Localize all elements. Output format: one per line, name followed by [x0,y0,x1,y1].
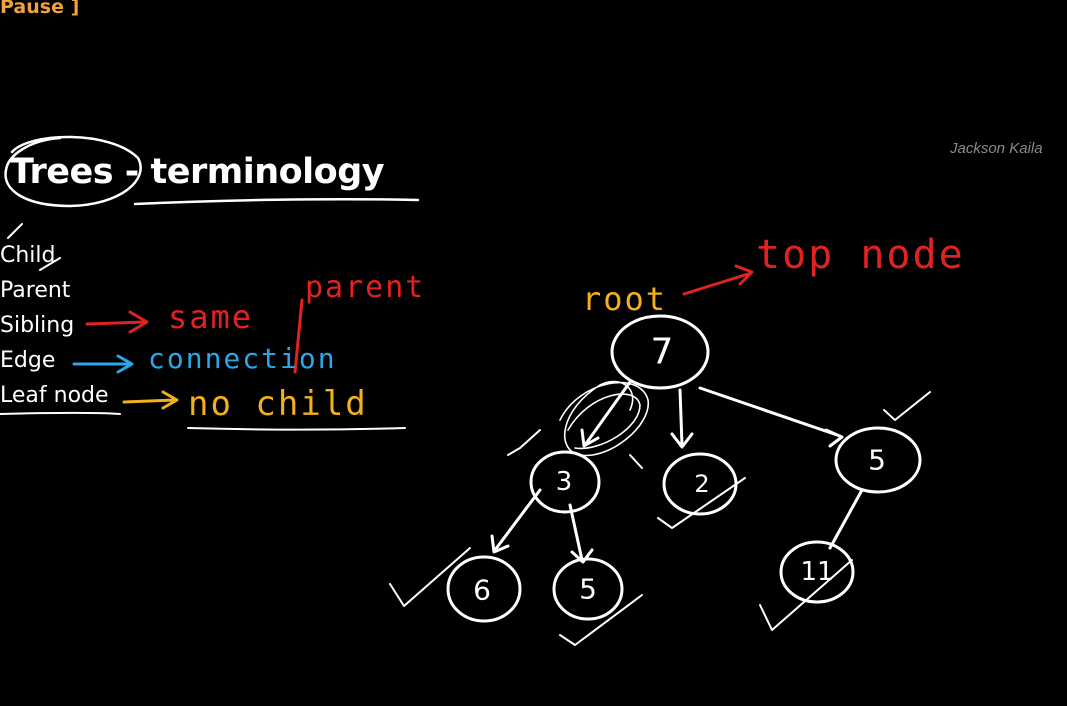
node-5b: 5 [579,572,597,606]
term-child: Child [0,243,56,268]
author-watermark: Jackson Kaila [950,140,1043,157]
no-child-underline [187,427,406,431]
edge-7-3 [580,380,632,448]
same-annotation: same [168,298,254,336]
node-5a: 5 [868,443,886,477]
term-sibling: Sibling [0,313,75,338]
tick-node-5a [883,391,931,421]
node-11: 11 [800,557,834,587]
tick-node-3 [507,429,541,456]
term-edge: Edge [0,348,56,373]
term-parent: Parent [0,278,71,303]
node-5b-circle [552,557,624,621]
root-annotation: root [582,280,668,318]
edge-7-5 [698,386,844,448]
tick-node-11 [759,559,853,631]
edge-arrow [72,354,134,374]
node-2: 2 [694,470,710,498]
slide-title: Trees - terminology [10,152,385,192]
pause-indicator[interactable]: Pause ] [0,0,80,18]
node-5a-circle [834,426,922,494]
title-underline [133,197,420,206]
tick-node-2 [657,477,746,529]
edge-7-2 [670,388,694,449]
term-leaf-node: Leaf node [0,383,109,408]
tick-node-6 [389,547,471,607]
parent-red-stroke [293,298,304,374]
edge-5-11 [828,488,864,550]
node-11-circle [779,540,855,604]
top-node-annotation: top node [756,232,965,278]
term-list: Child Parent Sibling Edge Leaf node [0,241,109,416]
leaf-underline [0,411,121,415]
node-3-circle [529,450,601,514]
title-circle-mark [4,135,142,208]
edge-3-5 [568,503,594,564]
node-6-circle [446,555,522,623]
sibling-scribble [559,380,649,457]
connection-annotation: connection [148,342,337,375]
tick-node-5b [559,594,643,646]
leaf-arrow [122,390,179,410]
parent-annotation: parent [305,270,426,305]
no-child-annotation: no child [188,384,368,424]
root-arrow [682,264,754,296]
node-3: 3 [555,467,573,497]
node-7: 7 [650,331,674,373]
node-7-circle [610,314,710,390]
sibling-arrow [85,310,149,334]
edge-3-6 [490,488,542,554]
node-6: 6 [473,573,491,607]
child-tick-mark [7,223,61,271]
